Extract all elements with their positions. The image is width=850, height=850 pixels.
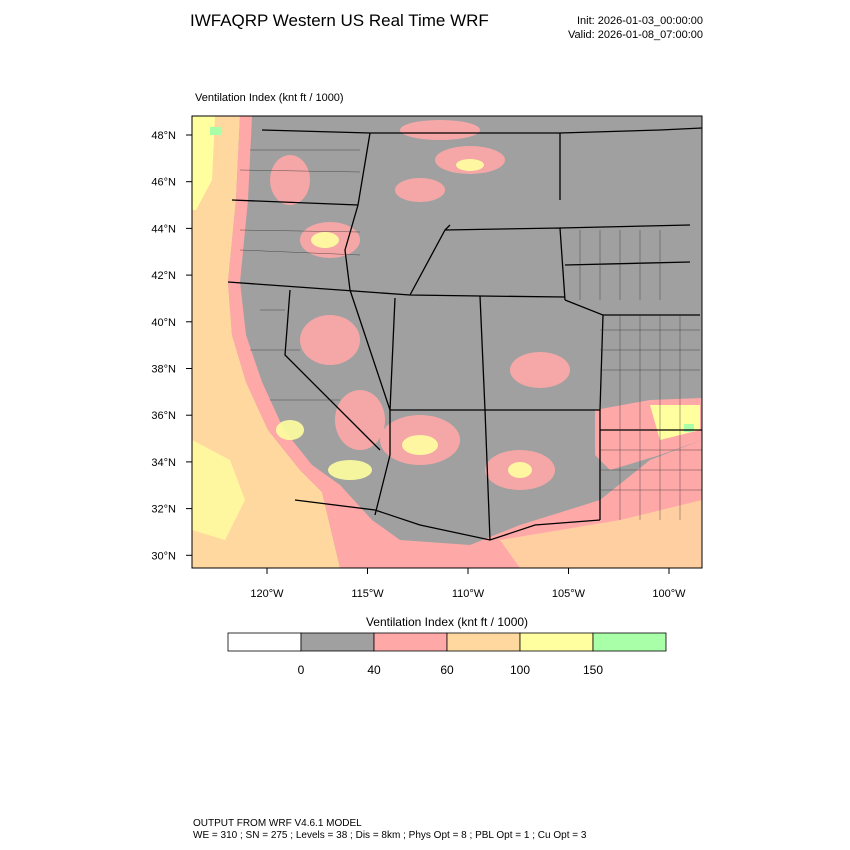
plains-peak: [684, 424, 694, 432]
map-subtitle: Ventilation Index (knt ft / 1000): [195, 92, 344, 104]
county-lines: [239, 149, 702, 520]
lon-label: 120°W: [250, 588, 284, 600]
title: IWFAQRP Western US Real Time WRF: [190, 11, 489, 30]
colorbar-title: Ventilation Index (knt ft / 1000): [366, 615, 528, 629]
colorbar-label: 40: [367, 663, 381, 677]
lat-label: 42°N: [151, 270, 176, 282]
lon-label: 105°W: [552, 588, 586, 600]
lat-label: 40°N: [151, 317, 176, 329]
ocean-high: [192, 440, 245, 540]
ocean-peak: [210, 127, 222, 135]
lat-label: 38°N: [151, 364, 176, 376]
lon-label: 110°W: [452, 588, 485, 600]
colorbar-box: [446, 632, 521, 652]
colorbar-box: [300, 632, 375, 652]
lat-label: 36°N: [151, 410, 176, 422]
blotches-high: [276, 159, 532, 480]
lat-label: 30°N: [151, 550, 176, 562]
lat-label: 34°N: [151, 457, 176, 469]
mexico-high: [500, 500, 702, 568]
lat-label: 46°N: [151, 177, 176, 189]
footer-model: OUTPUT FROM WRF V4.6.1 MODEL: [193, 818, 362, 829]
colorbar-label: 100: [510, 663, 530, 677]
lon-label: 115°W: [351, 588, 384, 600]
colorbar: Ventilation Index (knt ft / 1000) 0 40 60 1…: [227, 615, 667, 677]
init-time: Init: 2026-01-03_00:00:00: [577, 15, 703, 27]
lat-label: 32°N: [151, 504, 176, 516]
footer-details: WE = 310 ; SN = 275 ; Levels = 38 ; Dis …: [193, 830, 587, 841]
state-lines: [227, 127, 702, 541]
ocean-high: [192, 116, 215, 210]
colorbar-box: [519, 632, 594, 652]
ocean: [192, 116, 340, 568]
map-frame: [191, 115, 703, 569]
lat-label: 44°N: [151, 223, 176, 235]
colorbar-label: 150: [583, 663, 603, 677]
colorbar-box: [227, 632, 302, 652]
map: [191, 115, 703, 569]
colorbar-box: [592, 632, 667, 652]
lon-label: 100°W: [652, 588, 686, 600]
colorbar-label: 60: [440, 663, 454, 677]
valid-time: Valid: 2026-01-08_07:00:00: [568, 29, 703, 41]
colorbar-box: [373, 632, 448, 652]
colorbar-label: 0: [298, 663, 305, 677]
lat-label: 48°N: [151, 130, 176, 142]
